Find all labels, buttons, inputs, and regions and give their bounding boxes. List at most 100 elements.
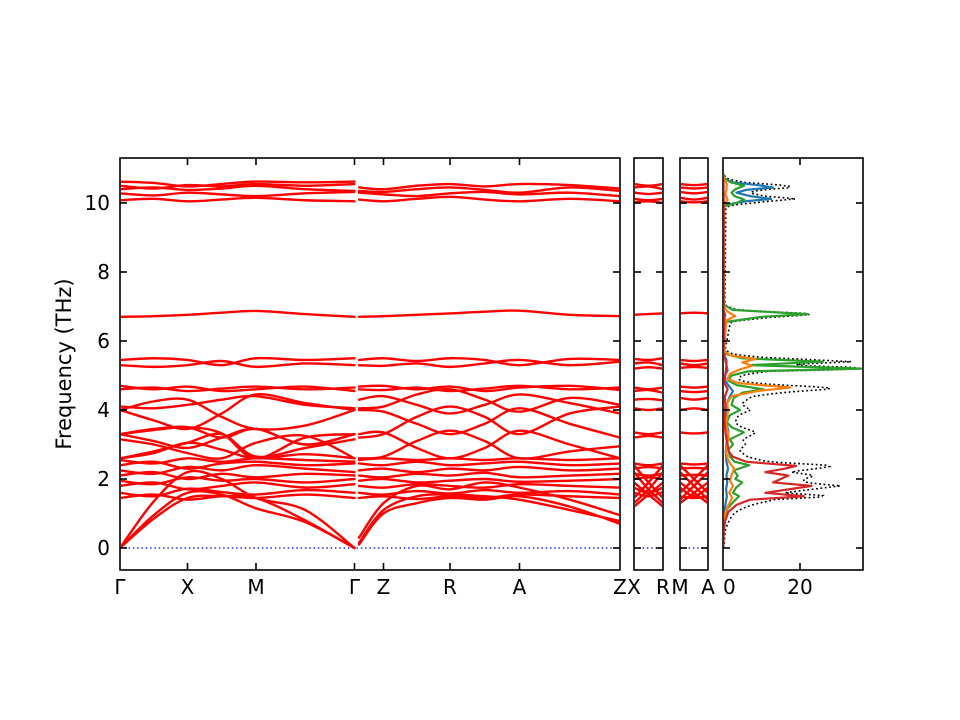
main-axes-frame (119, 157, 621, 571)
dos-total-curve (724, 172, 862, 548)
xr-axes-frame (633, 157, 664, 571)
ma-phonon-band (681, 481, 707, 504)
main-phonon-band (121, 425, 356, 460)
main-phonon-band (121, 397, 356, 431)
main-phonon-band (121, 190, 356, 198)
main-phonon-band (357, 465, 619, 474)
ma-phonon-band (681, 186, 707, 190)
ma-phonon-band (681, 486, 707, 498)
ma-xtick-label: A (701, 575, 715, 599)
main-phonon-band (121, 494, 356, 550)
xr-xtick-label: R (656, 575, 670, 599)
ma-phonon-band (681, 396, 707, 401)
main-xtick-label: Γ (114, 575, 126, 599)
xr-phonon-band (635, 185, 662, 191)
main-xtick-label: A (513, 575, 527, 599)
main-xtick-label: Z (613, 575, 627, 599)
main-phonon-band (121, 470, 356, 481)
main-phonon-band (357, 384, 619, 393)
dos-xtick-label: 0 (723, 575, 736, 599)
main-phonon-band (121, 384, 356, 393)
xr-phonon-band (635, 434, 662, 439)
main-xtick-label: Γ (349, 575, 361, 599)
dos-curve-pdos_red (724, 178, 813, 549)
xr-phonon-band (635, 431, 662, 436)
main-phonon-band (357, 407, 619, 439)
ma-phonon-band (681, 311, 707, 315)
main-phonon-band (121, 356, 356, 367)
main-phonon-band (357, 494, 619, 546)
main-phonon-band (357, 384, 619, 393)
main-phonon-band (357, 457, 619, 462)
main-phonon-band (357, 481, 619, 539)
xr-phonon-band (635, 191, 662, 196)
xr-phonon-band (635, 388, 662, 394)
y-tick-label: 10 (85, 191, 110, 215)
dos-curves-group (724, 172, 862, 549)
main-phonon-band (121, 463, 356, 476)
y-tick-label: 0 (97, 536, 110, 560)
main-phonon-band (121, 309, 356, 319)
ma-phonon-band (681, 389, 707, 394)
ma-phonon-band (681, 362, 707, 367)
ma-phonon-band (681, 365, 707, 370)
ma-phonon-band (681, 495, 707, 500)
main-phonon-band (121, 196, 356, 203)
main-phonon-band (121, 460, 356, 470)
xr-phonon-band (635, 481, 662, 508)
ma-phonon-band (681, 196, 707, 201)
ma-bands-group (681, 182, 707, 549)
main-phonon-band (357, 186, 619, 194)
main-phonon-band (357, 488, 619, 496)
main-phonon-band (121, 385, 356, 393)
main-phonon-band (357, 493, 619, 501)
main-phonon-band (121, 434, 356, 460)
main-phonon-band (121, 476, 356, 486)
y-tick-label: 6 (97, 329, 110, 353)
ma-phonon-band (681, 200, 707, 204)
dos-curve-pdos_orange (724, 173, 792, 549)
ma-phonon-band (681, 462, 707, 466)
ma-axes-frame (679, 157, 709, 571)
xr-phonon-band (635, 407, 662, 412)
main-phonon-band (121, 469, 356, 550)
main-phonon-band (357, 195, 619, 203)
main-phonon-band (121, 182, 356, 190)
main-phonon-band (121, 441, 356, 460)
ma-phonon-band (681, 385, 707, 389)
main-xtick-label: M (247, 575, 264, 599)
ma-phonon-band (681, 431, 707, 435)
xr-bands-group (635, 182, 662, 549)
xr-phonon-band (635, 462, 662, 467)
main-phonon-band (121, 457, 356, 465)
xr-phonon-band (635, 397, 662, 402)
ma-phonon-band (681, 182, 707, 187)
main-phonon-band (357, 182, 619, 191)
main-phonon-band (357, 471, 619, 479)
xr-phonon-band (635, 357, 662, 362)
main-phonon-band (121, 487, 356, 498)
xr-phonon-band (635, 465, 662, 470)
dos-panel-frame: 0 20 (722, 157, 864, 599)
main-phonon-band (121, 393, 356, 431)
xr-phonon-band (635, 472, 662, 477)
ma-phonon-band (681, 358, 707, 363)
xr-phonon-band (635, 491, 662, 498)
main-phonon-band (357, 309, 619, 319)
main-phonon-band (121, 394, 356, 410)
main-xtick-label: Z (377, 575, 391, 599)
main-phonon-band (357, 429, 619, 460)
y-axis-label: Frequency (THz) (52, 278, 76, 450)
main-phonon-band (357, 460, 619, 467)
main-phonon-band (357, 357, 619, 367)
xr-phonon-band (635, 486, 662, 495)
main-phonon-band (121, 427, 356, 450)
xr-phonon-band (635, 312, 662, 316)
dos-axes-frame (722, 157, 864, 571)
y-tick-label: 4 (97, 398, 110, 422)
xr-phonon-band (635, 471, 662, 504)
